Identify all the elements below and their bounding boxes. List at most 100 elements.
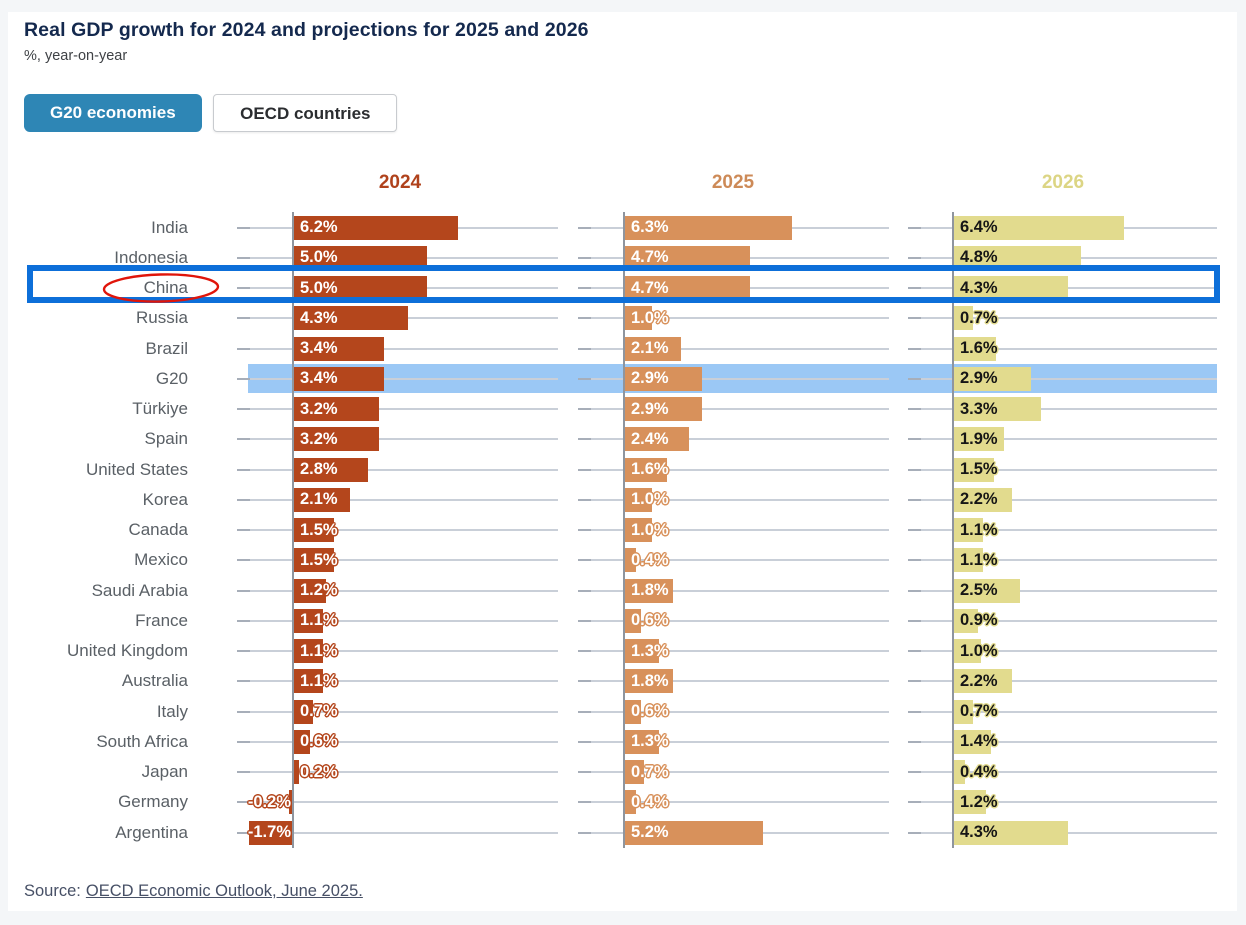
row-gridline [578, 589, 889, 592]
bar-2026-g20 [954, 366, 1031, 391]
row-gridline [237, 589, 558, 592]
bar-2025-spain [625, 427, 689, 452]
row-gridline [237, 559, 558, 562]
bar-2025-g20 [625, 366, 702, 391]
bar-2026-india [954, 215, 1124, 240]
row-tick [578, 226, 591, 229]
bar-2026-australia [954, 669, 1013, 694]
row-gridline [237, 529, 558, 531]
row-tick [237, 801, 250, 804]
row-gridline [237, 740, 558, 743]
bar-value-label: 4.3% [960, 823, 998, 841]
bar-2025-japan [625, 760, 644, 784]
row-tick [237, 680, 250, 683]
bar-value-label: 5.0% [300, 278, 338, 297]
bar-value-label: 1.8% [631, 581, 669, 599]
bar-value-label: 1.3% [631, 641, 669, 660]
chart-area: 2024 2025 2026 6.2% 5.0% 5.0% 4.3% 3.4% 3.4% 3.2%… [8, 12, 1237, 872]
bar-2024-türkiye [294, 397, 379, 421]
bar-2025-korea [625, 487, 652, 512]
row-tick [578, 710, 591, 713]
row-tick [237, 498, 250, 501]
bar-2025-australia [625, 669, 673, 694]
bar-2025-united-kingdom [625, 639, 660, 663]
row-tick [908, 740, 921, 743]
bar-2026-argentina [954, 820, 1068, 845]
row-tick [908, 771, 921, 773]
country-label-united-states: United States [85, 459, 188, 479]
row-gridline [578, 529, 889, 531]
bar-value-label: 0.4% [631, 792, 669, 811]
bar-2024-south-africa [294, 729, 310, 754]
bar-2026-united-states [954, 457, 994, 482]
bar-value-label: -1.7% [247, 823, 291, 841]
country-label-france: France [135, 610, 188, 630]
row-tick [908, 317, 921, 320]
row-tick [578, 529, 591, 531]
bar-value-label: 1.5% [300, 550, 338, 569]
row-tick [908, 256, 921, 259]
bar-2025-russia [625, 306, 652, 331]
row-gridline [578, 468, 889, 471]
bar-2025-mexico [625, 548, 636, 573]
row-tick [237, 226, 250, 229]
row-gridline [237, 801, 558, 804]
bar-value-label: 1.1% [960, 520, 998, 539]
bar-2026-mexico [954, 548, 984, 573]
source-prefix: Source: [24, 882, 81, 900]
tab-oecd-countries[interactable]: OECD countries [213, 94, 398, 132]
row-tick [908, 619, 921, 622]
bar-2024-united-states [294, 457, 369, 482]
row-gridline [908, 619, 1217, 622]
row-tick [578, 408, 591, 410]
row-gridline [908, 771, 1217, 773]
row-gridline [908, 468, 1217, 471]
zero-axis-line [952, 212, 954, 848]
row-tick [578, 468, 591, 471]
bar-2024-china [294, 276, 427, 300]
country-label-italy: Italy [156, 701, 188, 721]
row-tick [908, 529, 921, 531]
bar-value-label: 4.7% [631, 248, 669, 267]
bar-value-label: 2.2% [960, 490, 998, 509]
bar-2024-saudi-arabia [294, 578, 326, 603]
source-link[interactable]: OECD Economic Outlook, June 2025. [85, 882, 363, 900]
bar-2024-japan [294, 760, 300, 784]
country-label-japan: Japan [141, 762, 188, 781]
bar-value-label: 1.1% [300, 641, 338, 660]
row-gridline [578, 559, 889, 562]
bar-value-label: 1.2% [300, 581, 338, 599]
row-gridline [578, 438, 889, 441]
bar-value-label: 1.3% [631, 732, 669, 751]
tab-g20-economies[interactable]: G20 economies [24, 94, 202, 132]
row-tick [908, 831, 921, 834]
country-label-germany: Germany [118, 792, 188, 812]
bar-value-label: 0.9% [960, 611, 998, 630]
bar-2024-g20 [294, 366, 385, 391]
row-gridline [578, 710, 889, 713]
bar-value-label: 3.2% [300, 399, 338, 418]
row-gridline [578, 408, 889, 410]
bar-value-label: 1.1% [300, 671, 338, 690]
row-tick [578, 801, 591, 804]
bar-2026-saudi-arabia [954, 578, 1021, 603]
bar-value-label: 0.7% [300, 702, 338, 720]
row-gridline [908, 680, 1217, 683]
bar-2026-korea [954, 487, 1013, 512]
row-gridline [908, 317, 1217, 320]
country-label-mexico: Mexico [134, 550, 188, 570]
zero-axis-line [623, 212, 625, 848]
row-tick [237, 740, 250, 743]
row-tick [578, 831, 591, 834]
bar-value-label: 1.6% [631, 460, 669, 478]
bar-2024-italy [294, 699, 313, 724]
bar-value-label: 1.1% [960, 550, 998, 569]
bar-value-label: 1.6% [960, 339, 998, 357]
row-tick [237, 771, 250, 773]
row-gridline [578, 650, 889, 652]
page-title: Real GDP growth for 2024 and projections… [24, 19, 589, 41]
row-tick [237, 317, 250, 320]
row-tick [237, 408, 250, 410]
country-label-korea: Korea [142, 489, 188, 509]
row-gridline [578, 317, 889, 320]
